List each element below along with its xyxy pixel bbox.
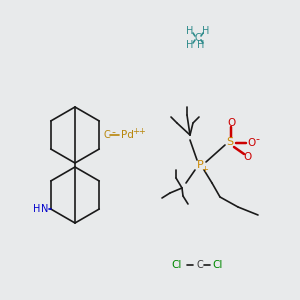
Text: Pd: Pd	[121, 130, 134, 140]
Text: H: H	[186, 26, 194, 36]
Text: S: S	[226, 137, 234, 147]
Text: -: -	[111, 127, 115, 137]
Text: Cl: Cl	[213, 260, 223, 270]
Text: O: O	[244, 152, 252, 162]
Text: N: N	[41, 204, 48, 214]
Text: O: O	[227, 118, 235, 128]
Text: +: +	[202, 164, 208, 173]
Text: Cl: Cl	[172, 260, 182, 270]
Text: H: H	[186, 40, 194, 50]
Text: C: C	[195, 33, 201, 43]
Text: P: P	[196, 160, 203, 170]
Text: C: C	[103, 130, 110, 140]
Text: H: H	[33, 204, 40, 214]
Text: H: H	[202, 26, 210, 36]
Text: C: C	[196, 260, 203, 270]
Text: -: -	[255, 134, 259, 144]
Text: O: O	[247, 138, 255, 148]
Text: H: H	[197, 40, 205, 50]
Text: ++: ++	[132, 128, 146, 136]
